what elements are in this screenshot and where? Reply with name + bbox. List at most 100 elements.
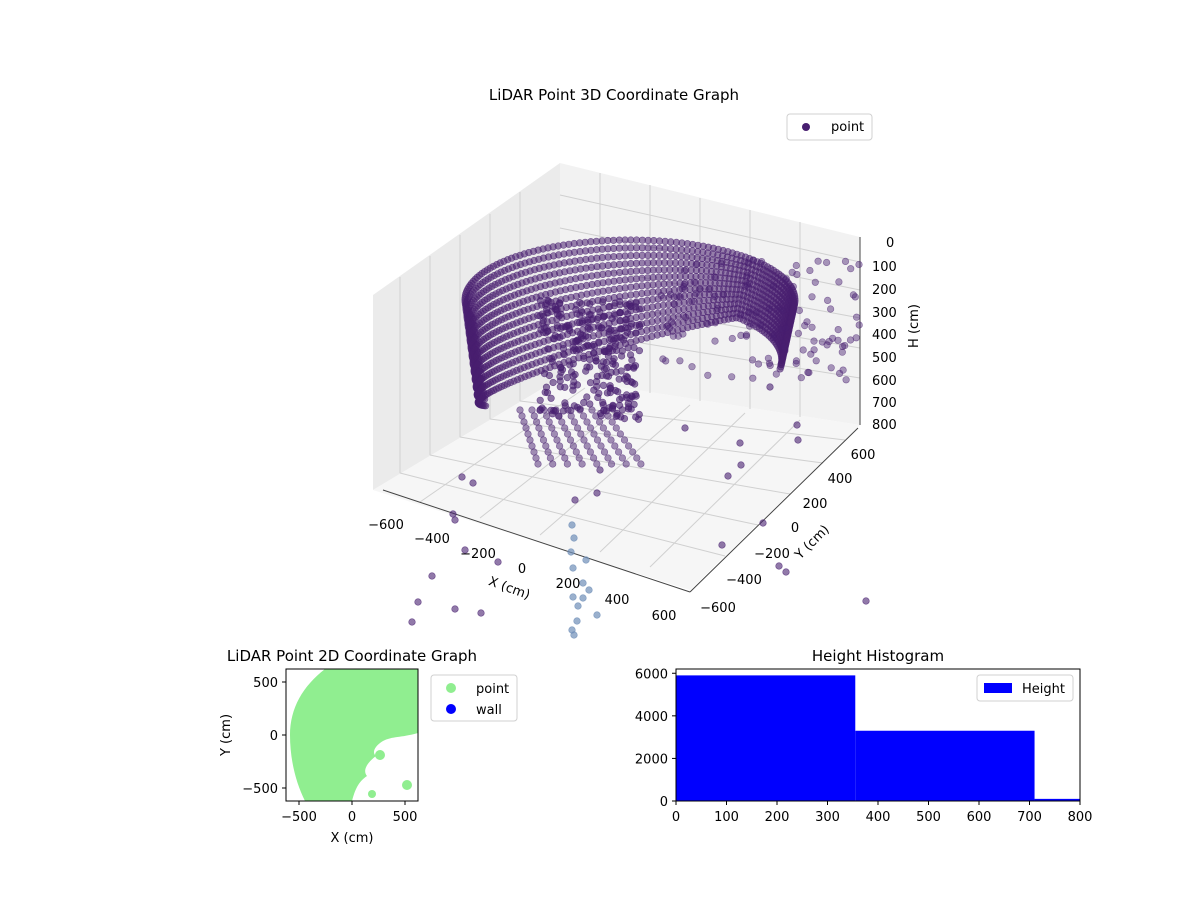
data-point [532,418,541,426]
data-point [576,299,584,307]
data-point [855,321,863,329]
data-point [862,597,870,605]
data-point [569,593,577,601]
data-point [544,448,552,456]
data-point [586,448,595,456]
data-point [668,318,676,326]
data-point [711,292,719,301]
data-point [851,293,859,301]
y-tick-label-2d: −500 [242,782,278,797]
x-tick-label: −600 [368,518,404,533]
data-point [705,285,713,294]
data-point [461,546,469,554]
data-point [617,367,625,375]
data-point [556,373,564,381]
data-point [599,424,608,432]
data-point [451,516,459,524]
data-point [742,331,751,339]
data-point [719,291,728,299]
data-point [803,318,811,326]
chart-histogram: Height Histogram 0 100 200 300 400 500 600 700 8… [635,647,1093,825]
data-point [814,257,822,265]
data-point [596,308,604,316]
data-point [549,378,557,387]
data-point [828,334,837,342]
data-point [754,360,763,368]
data-point [628,356,636,364]
data-point [736,439,744,447]
data-point [593,489,601,497]
data-point [688,363,696,371]
data-point [717,259,725,268]
data-point [561,424,569,432]
legend-2d: point wall [430,674,518,722]
data-point [607,368,615,377]
data-point [823,296,832,305]
y-tick-label-2d: 0 [270,729,278,744]
y-tick-label: 4000 [635,710,668,725]
data-point [583,418,591,426]
data-point [769,282,778,290]
data-point [841,257,850,266]
x-tick-label: 200 [556,577,581,592]
data-point [608,315,616,323]
data-point [597,362,606,370]
data-point [799,346,807,354]
data-point [752,309,760,317]
data-point [567,412,575,420]
data-point [810,337,818,345]
chart-3d: LiDAR Point 3D Coordinate Graph [368,86,922,639]
x-tick-label: 0 [672,810,680,825]
data-point [774,305,783,313]
data-point [748,356,757,364]
data-point [766,383,774,391]
data-point [782,568,790,576]
data-point [618,406,626,414]
z-tick-label: 600 [872,374,897,389]
data-point [620,415,629,423]
data-point [585,586,593,594]
data-point [458,473,466,481]
data-point [575,318,584,327]
data-point [609,405,617,413]
data-point [804,368,812,377]
legend-histogram-frame [976,674,1074,702]
data-point [546,454,555,462]
data-point [576,406,584,414]
histogram-bars [676,675,1080,801]
data-point [780,343,788,351]
data-point [522,424,530,432]
data-point [586,400,594,408]
point-cluster [402,780,412,790]
y-tick-labels-3d: −600 −400 −200 0 200 400 600 [700,448,875,616]
data-point [792,357,801,365]
x-tick-label: 100 [714,810,739,825]
z-tick-label: 500 [872,351,897,366]
data-point [737,331,745,340]
data-point [551,302,560,311]
data-point [632,413,640,421]
data-point [743,281,751,290]
data-point [574,602,582,610]
data-point [593,372,602,380]
data-point [782,275,790,283]
x-tick-label: 400 [605,593,630,608]
data-point [593,611,601,619]
data-point [528,406,536,414]
data-point [542,442,550,450]
data-point [545,418,553,426]
data-point [623,373,632,381]
data-point [606,389,614,397]
legend-height-swatch [984,683,1012,693]
data-point [776,365,784,373]
data-point [623,301,631,309]
data-point [749,374,757,382]
data-point [728,373,736,381]
data-point [604,412,612,420]
y-tick-label: 0 [791,521,799,536]
data-point [795,306,804,315]
data-point [518,412,526,420]
data-point [801,322,809,330]
data-point [679,330,687,338]
data-point [569,564,577,572]
